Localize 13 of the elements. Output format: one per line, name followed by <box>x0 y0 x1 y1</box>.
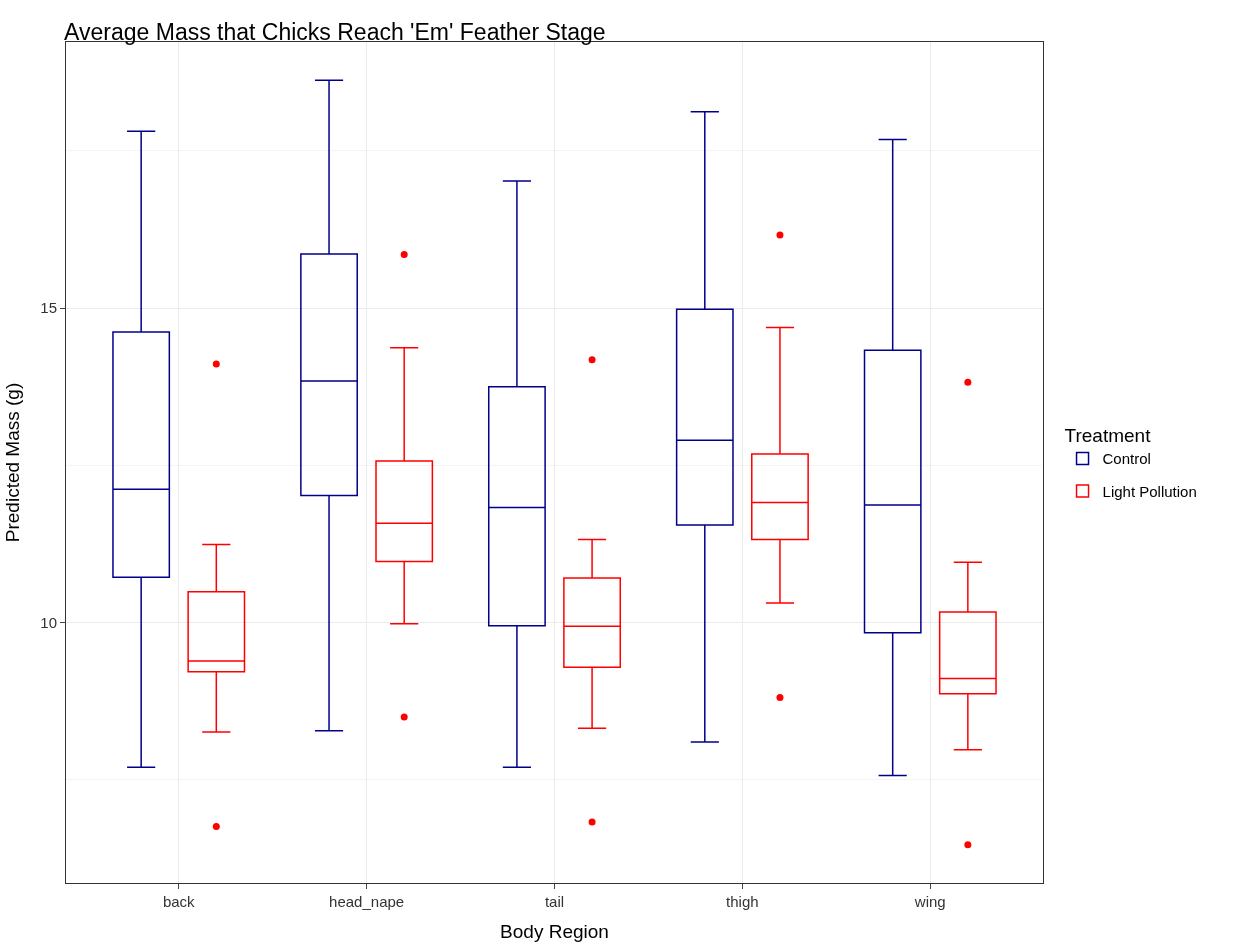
y-tick-label: 15 <box>40 299 57 317</box>
x-tick-label: back <box>162 893 196 910</box>
legend-label: Control <box>1102 450 1151 468</box>
x-axis-title: Body Region <box>500 920 609 942</box>
y-axis-title: Predicted Mass (g) <box>2 382 24 543</box>
chart-title: Average Mass that Chicks Reach 'Em' Feather Stage <box>64 18 606 45</box>
x-tick-label: head_nape <box>329 893 405 910</box>
x-tick-label: wing <box>913 893 946 910</box>
x-tick-label: tail <box>544 893 565 910</box>
legend-title: Treatment <box>1064 425 1152 447</box>
y-tick-label: 10 <box>40 613 57 631</box>
x-tick-label: thigh <box>726 893 759 910</box>
legend-label: Light Pollution <box>1102 482 1197 500</box>
